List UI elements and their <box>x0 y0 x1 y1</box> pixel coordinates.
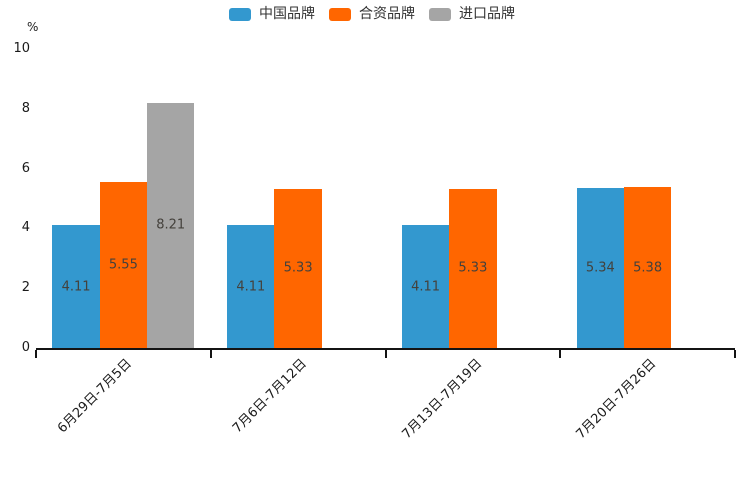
bar-进口品牌-6月29日-7月5日 <box>147 102 195 348</box>
y-tick-label: 4 <box>21 220 30 236</box>
bar-合资品牌-7月6日-7月12日 <box>274 188 322 348</box>
bar-中国品牌-7月13日-7月19日 <box>401 225 450 348</box>
legend-label-china-brand: 中国品牌 <box>259 6 315 22</box>
x-axis-tick <box>734 350 736 358</box>
bar-value-label: 5.55 <box>108 257 138 273</box>
x-axis-tick <box>35 350 37 358</box>
y-tick-label: 6 <box>21 160 30 176</box>
x-axis-tick <box>384 350 387 358</box>
y-tick-label: 8 <box>21 100 30 116</box>
x-category-label: 7月20日-7月26日 <box>573 356 660 443</box>
y-tick-label: 10 <box>13 41 30 56</box>
bar-中国品牌-7月20日-7月26日 <box>576 188 624 348</box>
bar-value-label: 4.11 <box>236 279 266 295</box>
bar-合资品牌-7月13日-7月19日 <box>449 188 497 348</box>
x-axis-tick <box>559 350 562 358</box>
legend-swatch-china-brand-icon <box>229 7 251 21</box>
bar-value-label: 8.21 <box>156 217 186 233</box>
legend-label-joint-venture-brand: 合资品牌 <box>359 6 415 22</box>
bar-value-label: 5.38 <box>633 260 663 276</box>
legend-item-joint-venture-brand[interactable]: 合资品牌 <box>329 7 415 21</box>
y-tick-label: 0 <box>21 340 30 355</box>
bar-合资品牌-7月20日-7月26日 <box>623 187 672 348</box>
legend: 中国品牌 合资品牌 进口品牌 <box>0 7 744 21</box>
legend-item-import-brand[interactable]: 进口品牌 <box>429 7 515 21</box>
x-category-label: 7月13日-7月19日 <box>398 356 485 443</box>
x-axis-line <box>36 348 735 350</box>
bar-合资品牌-6月29日-7月5日 <box>99 182 148 348</box>
bar-value-label: 5.34 <box>585 260 615 276</box>
bar-value-label: 4.11 <box>411 279 441 295</box>
y-tick-label: 2 <box>21 280 30 296</box>
bar-value-label: 4.11 <box>61 279 91 295</box>
x-category-label: 6月29日-7月5日 <box>55 356 136 437</box>
legend-swatch-import-brand-icon <box>429 7 451 21</box>
legend-label-import-brand: 进口品牌 <box>459 6 515 22</box>
bar-中国品牌-6月29日-7月5日 <box>52 225 100 348</box>
x-axis-tick <box>209 350 212 358</box>
bar-中国品牌-7月6日-7月12日 <box>227 225 275 348</box>
x-category-label: 7月6日-7月12日 <box>230 356 311 437</box>
legend-swatch-joint-venture-brand-icon <box>329 7 351 21</box>
bar-value-label: 5.33 <box>458 260 488 276</box>
bar-value-label: 5.33 <box>283 260 313 276</box>
legend-item-china-brand[interactable]: 中国品牌 <box>229 7 315 21</box>
y-axis-unit-label: % <box>27 20 39 34</box>
